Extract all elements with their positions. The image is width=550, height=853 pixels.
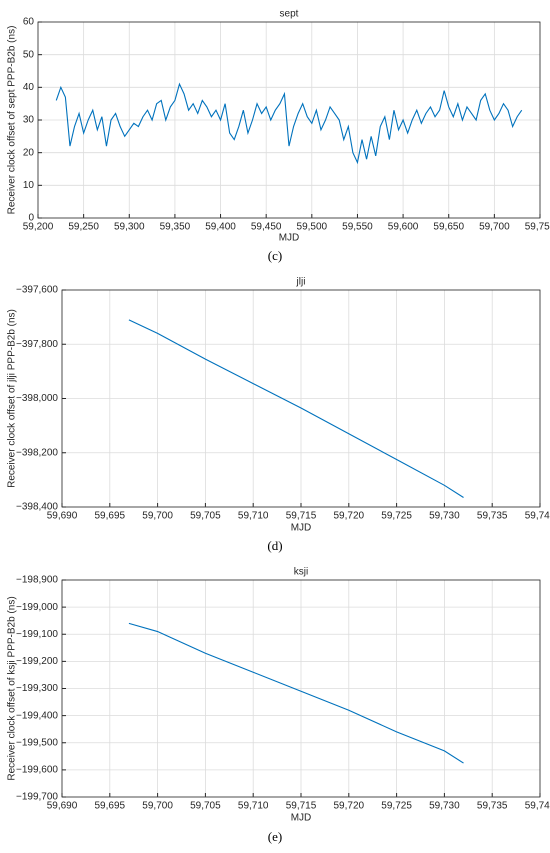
x-tick-label: 59,710 [238,801,269,812]
x-tick-label: 59,300 [114,222,145,233]
y-tick-label: −199,000 [16,602,58,613]
x-tick-label: 59,600 [388,222,419,233]
x-tick-label: 59,740 [525,511,550,522]
y-tick-label: −199,100 [16,629,58,640]
x-tick-label: 59,400 [205,222,236,233]
x-tick-label: 59,650 [433,222,464,233]
x-tick-label: 59,350 [160,222,191,233]
caption: (d) [267,538,282,553]
x-axis-label: MJD [291,523,312,534]
x-tick-label: 59,710 [238,511,269,522]
x-tick-label: 59,700 [479,222,510,233]
x-tick-label: 59,715 [286,511,317,522]
y-tick-label: −398,200 [16,447,58,458]
y-tick-label: 60 [23,17,35,28]
y-tick-label: 30 [23,115,35,126]
x-axis-label: MJD [291,813,312,824]
x-tick-label: 59,705 [190,801,221,812]
y-tick-label: −199,300 [16,683,58,694]
x-tick-label: 59,740 [525,801,550,812]
y-tick-label: −397,800 [16,339,58,350]
x-tick-label: 59,730 [429,801,460,812]
chart-title: ksji [294,567,308,578]
x-tick-label: 59,705 [190,511,221,522]
x-tick-label: 59,695 [95,511,126,522]
x-tick-label: 59,700 [142,801,173,812]
y-tick-label: 50 [23,49,35,60]
y-tick-label: −199,400 [16,710,58,721]
y-tick-label: −199,600 [16,765,58,776]
x-axis-label: MJD [279,233,300,244]
x-tick-label: 59,200 [23,222,54,233]
x-tick-label: 59,690 [47,511,78,522]
x-tick-label: 59,700 [142,511,173,522]
y-tick-label: 20 [23,147,35,158]
x-tick-label: 59,695 [95,801,126,812]
x-tick-label: 59,715 [286,801,317,812]
caption: (c) [268,248,282,263]
chart-title: jlji [296,277,306,288]
y-tick-label: −198,900 [16,575,58,586]
plot-frame [61,579,541,798]
y-tick-label: −397,600 [16,285,58,296]
x-tick-label: 59,735 [477,801,508,812]
data-line [128,622,464,764]
y-tick-label: 0 [28,213,34,224]
y-axis-label: Receiver clock offset of ksji PPP-B2b (n… [7,596,18,780]
data-line [55,82,523,165]
y-axis-label: Receiver clock offset of jlji PPP-B2b (n… [7,309,18,488]
y-tick-label: 40 [23,82,35,93]
x-tick-label: 59,550 [342,222,373,233]
y-tick-label: −199,500 [16,737,58,748]
y-tick-label: −199,700 [16,792,58,803]
chart-title: sept [280,9,299,20]
x-tick-label: 59,250 [68,222,99,233]
plot-frame [37,21,541,219]
x-tick-label: 59,725 [381,801,412,812]
x-tick-label: 59,690 [47,801,78,812]
y-tick-label: −398,000 [16,393,58,404]
x-tick-label: 59,730 [429,511,460,522]
x-tick-label: 59,500 [297,222,328,233]
y-tick-label: −199,200 [16,656,58,667]
x-tick-label: 59,720 [334,801,365,812]
y-axis-label: Receiver clock offset of sept PPP-B2b (n… [7,26,18,215]
data-line [128,319,464,498]
x-tick-label: 59,450 [251,222,282,233]
x-tick-label: 59,735 [477,511,508,522]
y-tick-label: −398,400 [16,502,58,513]
plot-frame [61,289,541,508]
x-tick-label: 59,720 [334,511,365,522]
y-tick-label: 10 [23,180,35,191]
x-tick-label: 59,750 [525,222,550,233]
x-tick-label: 59,725 [381,511,412,522]
caption: (e) [268,829,282,844]
